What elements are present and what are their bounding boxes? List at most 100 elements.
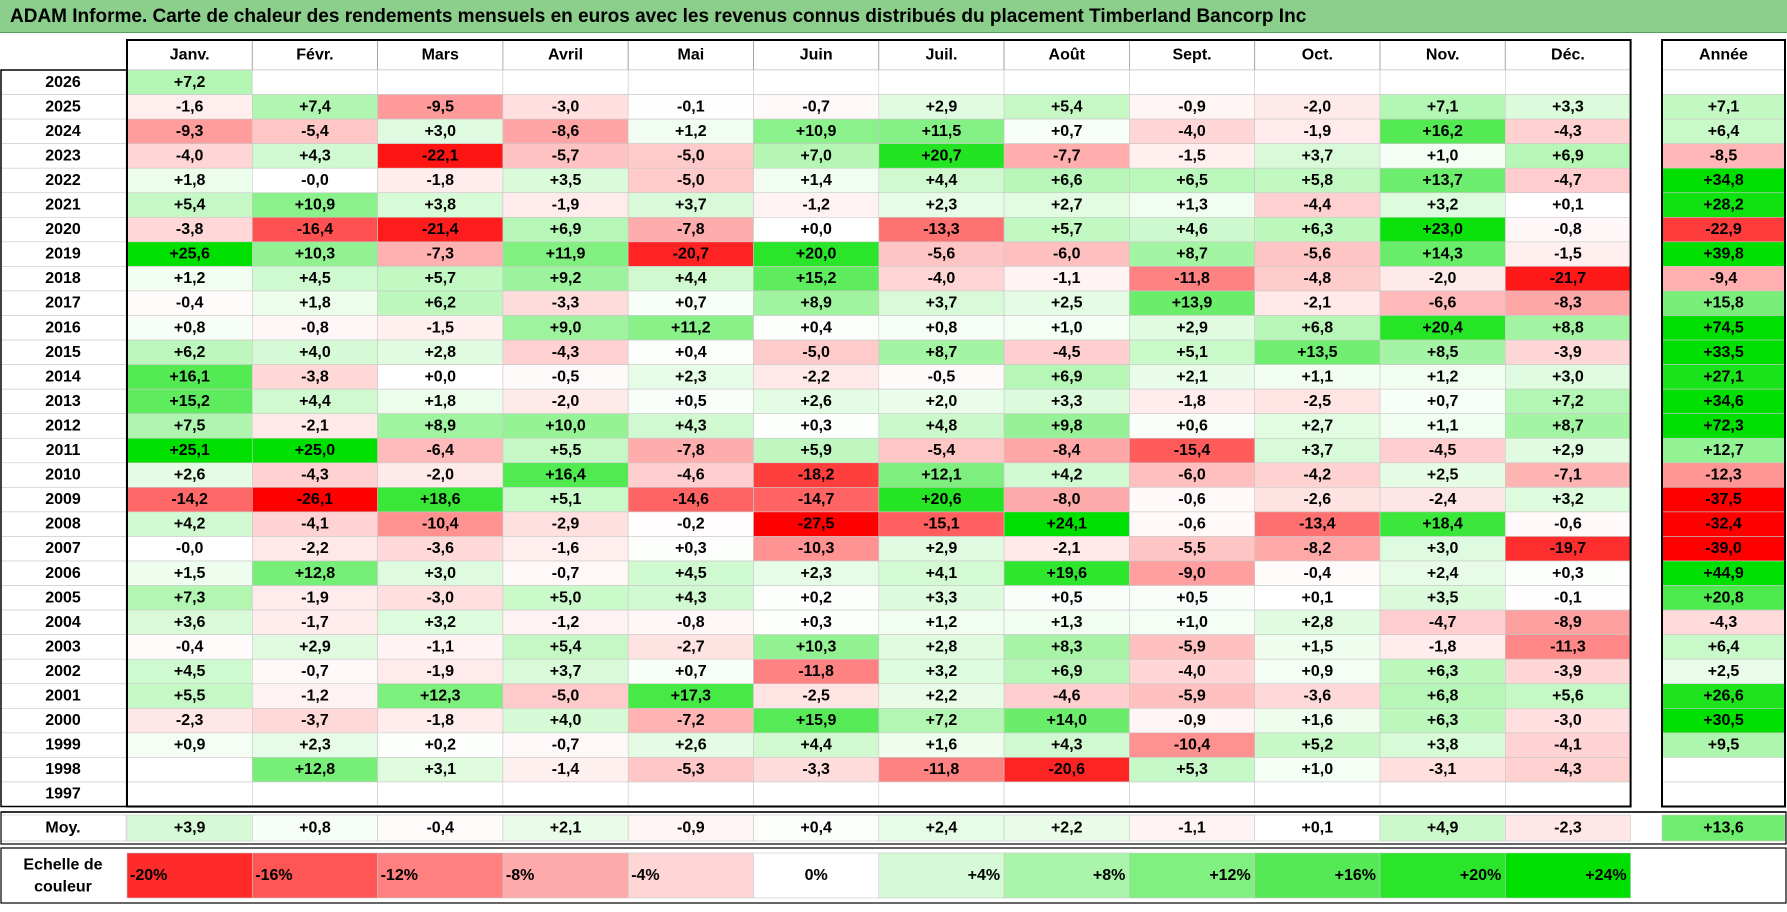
heatmap-cell xyxy=(1505,192,1631,218)
heatmap-cell-value: +7,3 xyxy=(174,589,206,606)
heatmap-cell-value: +3,2 xyxy=(424,614,456,631)
heatmap-cell xyxy=(1254,781,1381,807)
heatmap-cell-value: -16,4 xyxy=(297,221,334,238)
heatmap-cell-value: +4,1 xyxy=(926,565,958,582)
heatmap-cell-value: +7,2 xyxy=(174,74,206,91)
heatmap-cell xyxy=(1254,241,1381,267)
heatmap-cell-value: +0,4 xyxy=(800,319,832,336)
average-cell-value: -0,4 xyxy=(426,820,454,837)
heatmap-cell xyxy=(1379,413,1506,439)
heatmap-cell-value: +7,4 xyxy=(299,98,331,115)
year-label: 2024 xyxy=(45,123,81,140)
heatmap-cell-value: +0,7 xyxy=(675,663,707,680)
heatmap-cell-value: +2,3 xyxy=(800,565,832,582)
heatmap-cell-value: +1,2 xyxy=(1427,368,1459,385)
heatmap-cell xyxy=(502,487,629,513)
average-cell-value: -0,9 xyxy=(677,820,705,837)
heatmap-cell xyxy=(252,462,378,488)
heatmap-cell xyxy=(753,732,880,758)
heatmap-cell-value: -2,0 xyxy=(1429,270,1457,287)
heatmap-cell-value: -4,0 xyxy=(176,147,204,164)
month-header-cell xyxy=(1129,39,1256,71)
heatmap-cell xyxy=(502,388,629,414)
heatmap-cell-value: +5,5 xyxy=(174,688,206,705)
annual-cell-value: +9,5 xyxy=(1708,737,1740,754)
heatmap-cell xyxy=(1254,511,1381,537)
year-label-cell xyxy=(0,266,127,292)
heatmap-cell-value: +7,2 xyxy=(926,712,958,729)
heatmap-cell xyxy=(126,585,253,611)
heatmap-cell-value: +0,3 xyxy=(800,614,832,631)
year-label: 2022 xyxy=(45,172,81,189)
heatmap-cell xyxy=(1129,781,1256,807)
heatmap-cell xyxy=(1379,94,1506,120)
heatmap-cell-value: -27,5 xyxy=(798,516,835,533)
heatmap-cell-value: -4,5 xyxy=(1053,344,1081,361)
heatmap-cell xyxy=(502,658,629,685)
heatmap-cell-value: +4,4 xyxy=(299,393,331,410)
heatmap-cell-value: +5,4 xyxy=(174,197,206,214)
heatmap-cell-value: -10,3 xyxy=(798,540,835,557)
heatmap-cell xyxy=(252,658,378,685)
heatmap-cell-value: +0,7 xyxy=(1051,123,1083,140)
heatmap-cell xyxy=(753,487,880,513)
heatmap-cell xyxy=(627,634,754,660)
heatmap-cell-value: +2,9 xyxy=(299,638,331,655)
heatmap-cell xyxy=(126,364,253,390)
heatmap-cell-value: +8,9 xyxy=(424,417,456,434)
heatmap-cell xyxy=(252,315,378,341)
heatmap-cell xyxy=(126,560,253,586)
heatmap-cell-value: +20,0 xyxy=(796,246,837,263)
heatmap-cell xyxy=(252,94,378,120)
heatmap-cell xyxy=(627,707,754,734)
heatmap-cell xyxy=(377,364,504,390)
heatmap-cell xyxy=(1129,462,1256,488)
heatmap-cell xyxy=(502,413,629,439)
heatmap-cell-value: +0,8 xyxy=(174,319,206,336)
heatmap-cell-value: -5,0 xyxy=(677,172,705,189)
heatmap-cell-value: +15,2 xyxy=(169,393,210,410)
heatmap-cell xyxy=(126,683,253,709)
month-header-label: Juin xyxy=(800,47,833,64)
annual-cell-value: +34,6 xyxy=(1703,393,1744,410)
heatmap-cell-value: +6,3 xyxy=(1427,712,1459,729)
heatmap-cell xyxy=(377,143,504,169)
average-cell xyxy=(878,814,1005,842)
heatmap-cell xyxy=(878,192,1005,218)
annual-cell-value: +74,5 xyxy=(1703,319,1744,336)
year-label: 1998 xyxy=(45,761,81,778)
heatmap-cell xyxy=(627,94,754,120)
heatmap-cell xyxy=(1003,266,1130,292)
heatmap-cell-value: +3,7 xyxy=(675,197,707,214)
annual-cell xyxy=(1661,69,1786,95)
heatmap-cell-value: -11,3 xyxy=(1550,638,1586,655)
heatmap-cell xyxy=(1129,241,1256,267)
heatmap-cell-value: +3,1 xyxy=(424,761,456,778)
heatmap-cell xyxy=(753,609,880,635)
heatmap-cell-value: +1,1 xyxy=(1302,368,1334,385)
heatmap-cell-value: -14,6 xyxy=(673,491,710,508)
heatmap-cell-value: +3,3 xyxy=(926,589,958,606)
year-frame xyxy=(0,69,128,808)
heatmap-cell-value: -5,0 xyxy=(802,344,830,361)
heatmap-cell-value: +6,2 xyxy=(174,344,206,361)
heatmap-cell-value: +8,7 xyxy=(1176,246,1208,263)
heatmap-cell-value: -4,1 xyxy=(1554,737,1582,754)
heatmap-cell-value: -1,2 xyxy=(301,688,329,705)
heatmap-cell xyxy=(126,781,253,807)
heatmap-cell xyxy=(502,585,629,611)
year-label: 2010 xyxy=(45,467,81,484)
heatmap-cell-value: +9,2 xyxy=(550,270,582,287)
heatmap-cell-value: -2,7 xyxy=(677,638,705,655)
heatmap-cell xyxy=(1505,241,1631,267)
heatmap-cell-value: +4,5 xyxy=(675,565,707,582)
heatmap-cell-value: -3,0 xyxy=(1554,712,1582,729)
heatmap-cell-value: -6,4 xyxy=(426,442,454,459)
heatmap-cell-value: -1,5 xyxy=(426,319,454,336)
year-label: 2008 xyxy=(45,516,81,533)
month-header-cell xyxy=(878,39,1005,71)
heatmap-cell-value: -18,2 xyxy=(798,467,835,484)
heatmap-cell xyxy=(1254,634,1381,660)
annual-cell xyxy=(1661,781,1786,807)
heatmap-cell xyxy=(126,658,253,685)
